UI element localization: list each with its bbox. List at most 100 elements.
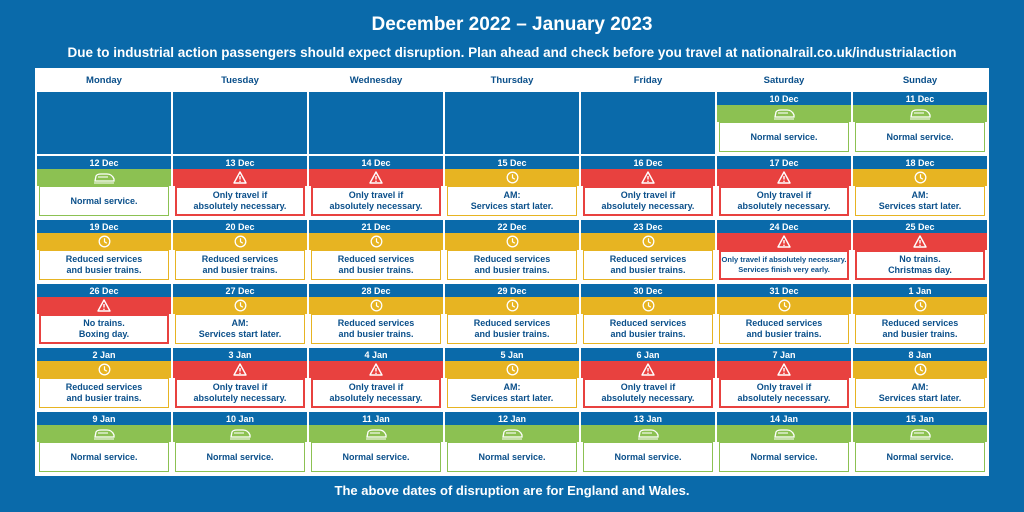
status-band bbox=[853, 105, 987, 122]
status-band bbox=[309, 425, 443, 442]
cell-date: 28 Dec bbox=[309, 284, 443, 297]
cell-date: 12 Jan bbox=[445, 412, 579, 425]
train-icon bbox=[637, 428, 659, 440]
status-band bbox=[581, 297, 715, 314]
cell-date: 13 Jan bbox=[581, 412, 715, 425]
cell-date: 13 Dec bbox=[173, 156, 307, 169]
cell-date: 11 Dec bbox=[853, 92, 987, 105]
status-message: Reduced services and busier trains. bbox=[583, 250, 713, 280]
calendar-grid: Monday Tuesday Wednesday Thursday Friday Satu… bbox=[35, 68, 989, 476]
status-band bbox=[37, 425, 171, 442]
calendar-cell: 4 Jan Only travel if absolutely necessary. bbox=[309, 348, 443, 410]
status-message: Normal service. bbox=[39, 186, 169, 216]
status-message: Normal service. bbox=[175, 442, 305, 472]
cell-date: 6 Jan bbox=[581, 348, 715, 361]
status-line: Normal service. bbox=[206, 451, 274, 462]
status-line: Only travel if bbox=[756, 190, 812, 200]
status-line: absolutely necessary. bbox=[737, 393, 831, 403]
status-line: AM: bbox=[911, 190, 929, 200]
status-band bbox=[445, 233, 579, 250]
calendar-cell: 10 Dec Normal service. bbox=[717, 92, 851, 154]
status-message: AM: Services start later. bbox=[447, 378, 577, 408]
calendar-cell: 25 Dec No trains. Christmas day. bbox=[853, 220, 987, 282]
status-line: absolutely necessary. bbox=[193, 201, 287, 211]
warning-icon bbox=[641, 363, 655, 376]
cell-date: 20 Dec bbox=[173, 220, 307, 233]
cell-date: 4 Jan bbox=[309, 348, 443, 361]
status-line: Normal service. bbox=[342, 451, 410, 462]
status-line: Services start later. bbox=[878, 393, 962, 403]
cell-date: 1 Jan bbox=[853, 284, 987, 297]
day-header-thursday: Thursday bbox=[445, 70, 579, 90]
status-band bbox=[853, 169, 987, 186]
status-line: Reduced services bbox=[201, 254, 279, 264]
status-line: AM: bbox=[503, 190, 521, 200]
cell-date: 3 Jan bbox=[173, 348, 307, 361]
status-band bbox=[445, 297, 579, 314]
calendar-cell-empty bbox=[309, 92, 443, 154]
status-message: Normal service. bbox=[855, 122, 985, 152]
status-line: Only travel if bbox=[348, 382, 404, 392]
status-message: Only travel if absolutely necessary. bbox=[311, 186, 441, 216]
train-icon bbox=[93, 428, 115, 440]
status-line: and busier trains. bbox=[202, 265, 278, 275]
cell-date: 16 Dec bbox=[581, 156, 715, 169]
calendar-cell: 14 Jan Normal service. bbox=[717, 412, 851, 474]
status-message: Only travel if absolutely necessary. bbox=[311, 378, 441, 408]
status-band bbox=[717, 425, 851, 442]
status-band bbox=[581, 169, 715, 186]
calendar-cell-empty bbox=[445, 92, 579, 154]
status-line: Normal service. bbox=[886, 451, 954, 462]
status-band bbox=[173, 233, 307, 250]
status-band bbox=[717, 297, 851, 314]
train-icon bbox=[229, 428, 251, 440]
cell-date: 8 Jan bbox=[853, 348, 987, 361]
calendar-cell: 17 Dec Only travel if absolutely necessary… bbox=[717, 156, 851, 218]
status-band bbox=[37, 361, 171, 378]
day-header-wednesday: Wednesday bbox=[309, 70, 443, 90]
status-message: AM: Services start later. bbox=[855, 186, 985, 216]
status-line: Reduced services bbox=[337, 254, 415, 264]
calendar-cell: 3 Jan Only travel if absolutely necessary. bbox=[173, 348, 307, 410]
calendar-cell: 8 Jan AM: Services start later. bbox=[853, 348, 987, 410]
status-message: Reduced services and busier trains. bbox=[39, 378, 169, 408]
cell-date: 22 Dec bbox=[445, 220, 579, 233]
cell-date: 15 Dec bbox=[445, 156, 579, 169]
day-header-saturday: Saturday bbox=[717, 70, 851, 90]
warning-icon bbox=[97, 299, 111, 312]
calendar-cell: 13 Dec Only travel if absolutely necessary… bbox=[173, 156, 307, 218]
status-line: Normal service. bbox=[750, 451, 818, 462]
status-line: absolutely necessary. bbox=[329, 201, 423, 211]
status-band bbox=[853, 233, 987, 250]
status-line: and busier trains. bbox=[474, 265, 550, 275]
train-icon bbox=[773, 108, 795, 120]
status-line: No trains. bbox=[83, 318, 125, 328]
status-line: Services finish very early. bbox=[738, 265, 830, 274]
status-message: Only travel if absolutely necessary. bbox=[583, 186, 713, 216]
status-line: AM: bbox=[231, 318, 249, 328]
status-message: Only travel if absolutely necessary. bbox=[583, 378, 713, 408]
day-header-friday: Friday bbox=[581, 70, 715, 90]
status-message: Reduced services and busier trains. bbox=[311, 250, 441, 280]
cell-date: 15 Jan bbox=[853, 412, 987, 425]
calendar-cell: 31 Dec Reduced services and busier trains. bbox=[717, 284, 851, 346]
status-message: Reduced services and busier trains. bbox=[855, 314, 985, 344]
calendar-cell: 24 Dec Only travel if absolutely necessar… bbox=[717, 220, 851, 282]
status-message: Normal service. bbox=[311, 442, 441, 472]
cell-date: 23 Dec bbox=[581, 220, 715, 233]
status-band bbox=[37, 297, 171, 314]
status-band bbox=[309, 169, 443, 186]
subtitle-link[interactable]: nationalrail.co.uk/industrialaction bbox=[741, 45, 957, 60]
calendar-cell: 1 Jan Reduced services and busier trains. bbox=[853, 284, 987, 346]
status-line: Only travel if bbox=[620, 382, 676, 392]
warning-icon bbox=[369, 363, 383, 376]
calendar-cell: 7 Jan Only travel if absolutely necessary. bbox=[717, 348, 851, 410]
status-line: Reduced services bbox=[65, 382, 143, 392]
status-line: absolutely necessary. bbox=[601, 393, 695, 403]
status-line: Services start later. bbox=[198, 329, 282, 339]
day-header-sunday: Sunday bbox=[853, 70, 987, 90]
cell-date: 29 Dec bbox=[445, 284, 579, 297]
status-band bbox=[445, 361, 579, 378]
status-line: Reduced services bbox=[337, 318, 415, 328]
calendar-cell: 20 Dec Reduced services and busier trains. bbox=[173, 220, 307, 282]
